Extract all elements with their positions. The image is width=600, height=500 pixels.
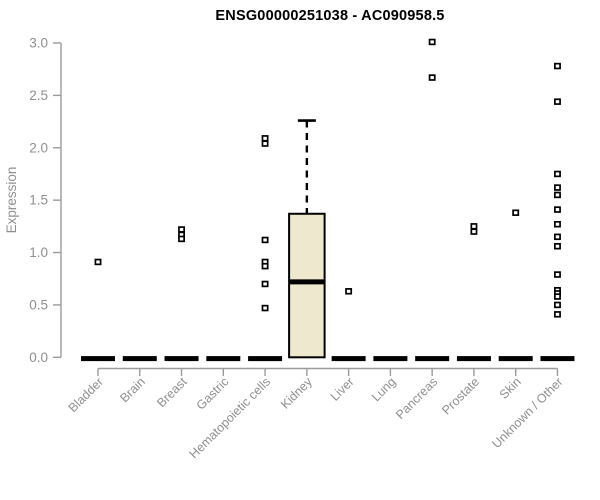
category-label: Brain [117, 375, 148, 406]
zero-bar [122, 356, 157, 362]
zero-bar [456, 356, 491, 362]
outlier-point [554, 233, 561, 241]
outlier-point [428, 38, 436, 46]
outlier-point [261, 236, 269, 244]
zero-bar [373, 356, 408, 362]
outlier-point [261, 304, 269, 312]
zero-bar [164, 356, 199, 362]
y-tick-label: 0.5 [29, 297, 48, 312]
category-label: Pancreas [393, 375, 440, 422]
outlier-point [94, 258, 102, 266]
outlier-point [178, 235, 185, 243]
zero-bar [248, 356, 283, 362]
outlier-point [428, 74, 436, 81]
outlier-point [261, 135, 269, 142]
y-tick-label: 0.0 [29, 350, 48, 365]
zero-bar [415, 356, 450, 362]
outlier-point [554, 242, 561, 250]
outlier-point [512, 209, 520, 216]
outlier-point [554, 184, 561, 191]
outlier-point [554, 293, 561, 300]
category-label: Lung [369, 375, 399, 405]
outlier-point [178, 226, 185, 233]
y-tick-label: 2.5 [29, 88, 48, 103]
outlier-point [554, 98, 561, 105]
outlier-point [554, 220, 561, 228]
category-label: Prostate [439, 375, 482, 418]
zero-bar [540, 356, 575, 362]
outlier-point [554, 271, 561, 278]
outlier-point [261, 262, 269, 270]
zero-bar [331, 356, 366, 362]
category-label: Hematopoietic cells [187, 375, 274, 462]
category-label: Unknown / Other [489, 375, 565, 451]
outlier-point [345, 288, 353, 295]
outlier-point [470, 223, 478, 230]
outlier-point [261, 140, 269, 147]
category-label: Gastric [194, 375, 232, 413]
category-label: Skin [497, 375, 524, 402]
y-tick-label: 1.0 [29, 245, 48, 260]
outlier-point [261, 280, 269, 288]
zero-bar [498, 356, 533, 362]
outlier-point [554, 170, 561, 178]
outlier-point [554, 62, 561, 70]
outlier-point [554, 301, 561, 309]
category-label: Liver [328, 375, 357, 404]
zero-bar [206, 356, 241, 362]
category-label: Bladder [66, 375, 106, 415]
zero-bar [81, 356, 115, 362]
chart-title: ENSG00000251038 - AC090958.5 [215, 8, 445, 24]
category-label: Breast [154, 374, 190, 410]
outlier-point [554, 191, 561, 199]
boxplot-median [289, 279, 325, 285]
y-tick-label: 1.5 [29, 193, 48, 208]
boxplot-box [288, 212, 326, 359]
outlier-point [554, 206, 561, 213]
outlier-point [554, 311, 561, 318]
y-axis-title: Expression [4, 167, 19, 234]
outlier-point [470, 228, 478, 235]
y-tick-label: 2.0 [29, 140, 48, 155]
category-label: Kidney [278, 374, 315, 411]
y-tick-label: 3.0 [29, 36, 48, 51]
